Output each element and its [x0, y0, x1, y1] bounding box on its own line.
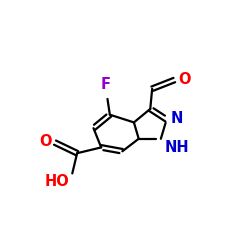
Text: HO: HO: [45, 174, 70, 190]
Text: NH: NH: [165, 140, 190, 155]
Text: F: F: [101, 76, 111, 92]
Text: O: O: [39, 134, 52, 148]
Text: O: O: [178, 72, 190, 86]
Text: N: N: [171, 111, 183, 126]
